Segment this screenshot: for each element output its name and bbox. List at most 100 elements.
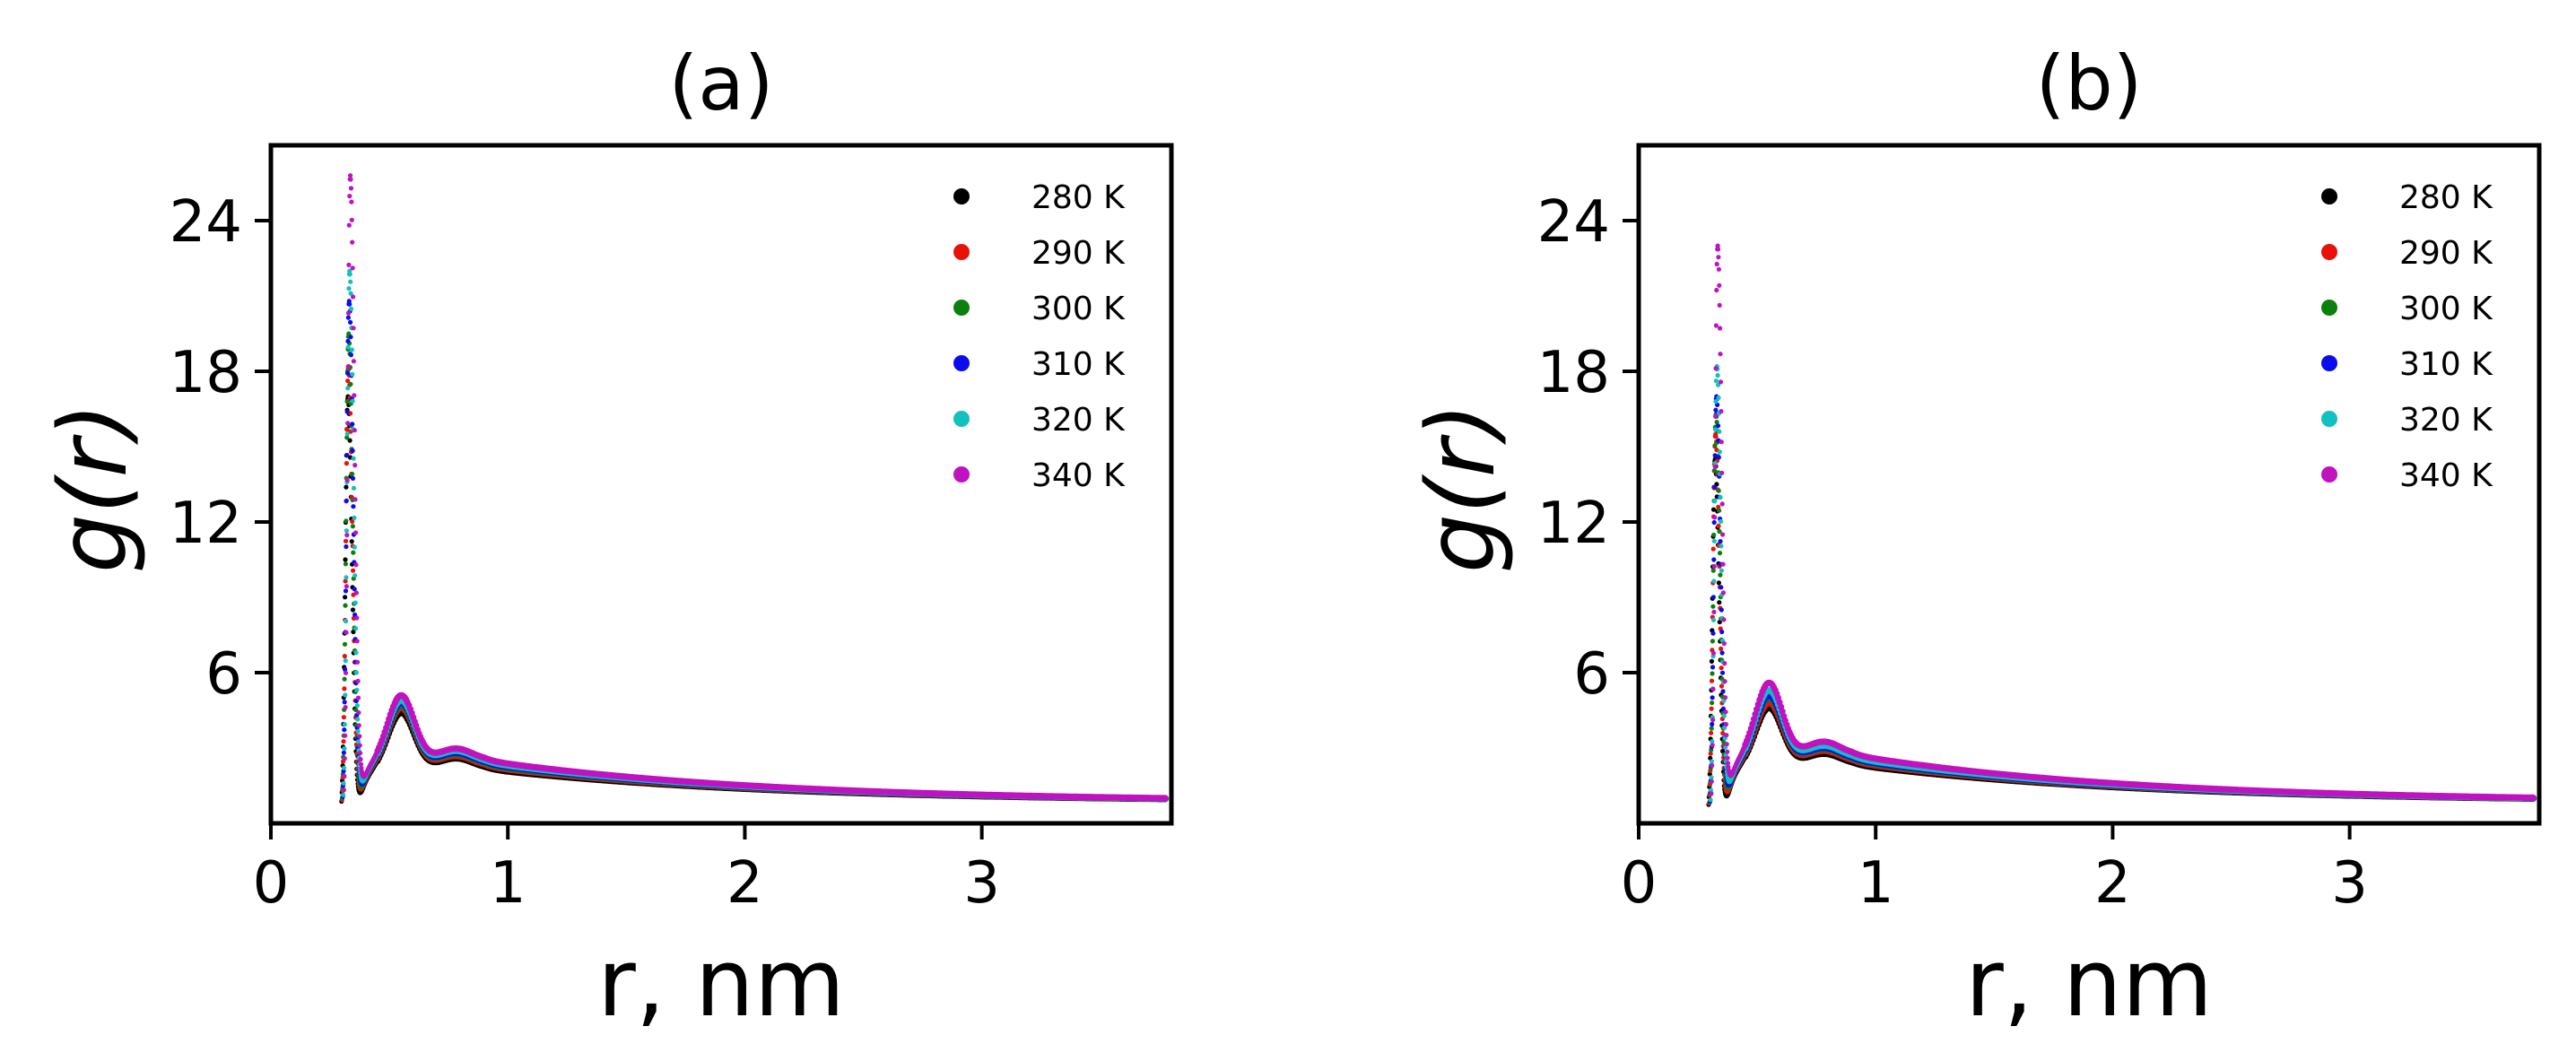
data-point [343,588,349,594]
legend-marker [953,466,970,483]
series-340-k [341,173,1169,802]
data-point [1720,730,1726,736]
y-tick-label: 12 [170,491,242,557]
data-point [344,518,349,524]
data-point [344,484,349,490]
data-point [1709,706,1714,711]
x-axis-label: r, nm [597,928,845,1038]
data-point [346,286,352,291]
plot-frame [268,143,1174,826]
data-point [350,518,355,525]
legend-label: 290 K [1031,235,1126,272]
series-280-k [339,394,1169,804]
data-point [341,792,346,797]
data-point [343,557,348,562]
data-point [348,352,353,358]
data-point [1708,751,1713,756]
data-point [341,715,346,720]
data-point [344,584,349,589]
data-point [355,678,361,684]
data-point [350,265,355,271]
data-point [348,173,353,178]
data-point [348,306,354,311]
data-point [354,639,360,644]
y-tick-label: 6 [1573,641,1610,708]
data-point [351,326,356,331]
data-point [1709,730,1714,735]
data-point [344,619,349,624]
data-point [347,272,352,277]
data-point [348,319,353,325]
data-point [349,199,354,204]
data-point [350,239,355,245]
x-tick-label: 2 [727,850,763,917]
x-tick-label: 1 [1858,850,1894,917]
data-point [350,371,355,377]
data-point [347,438,352,443]
data-point [355,659,361,665]
y-tick-label: 24 [1537,189,1610,256]
y-tick-label: 6 [205,641,242,708]
data-point [344,575,349,580]
data-point [344,477,350,483]
data-point [348,381,353,387]
data-point [343,658,348,664]
data-point [353,626,359,631]
data-point [343,692,348,698]
data-point [356,710,361,716]
data-point [344,431,350,437]
data-point [353,670,359,675]
data-point [357,743,362,748]
data-point [342,654,347,659]
data-point [1710,507,1717,512]
panel-title: (a) [668,39,773,127]
data-point [343,603,348,608]
data-point [355,728,361,735]
data-point [351,359,356,364]
data-point [1716,523,1721,528]
data-point [355,695,361,700]
data-point [1719,665,1724,671]
data-point [358,757,363,762]
data-point [343,733,348,738]
data-point [354,687,360,692]
data-point [349,347,354,352]
data-point [350,422,355,427]
data-point [343,578,348,584]
data-point [350,607,356,613]
data-point [352,544,357,550]
data-point [351,629,356,635]
legend-label: 320 K [1031,402,1126,439]
data-point [352,573,358,578]
data-point [358,761,364,767]
data-point [342,756,347,761]
legend-label: 300 K [1031,291,1126,327]
data-point [342,641,348,647]
data-point [349,217,354,222]
data-point [351,504,356,509]
data-point [343,595,348,600]
data-point [351,568,356,573]
data-point [342,722,347,727]
data-point [342,727,347,733]
data-point [348,291,353,296]
legend-marker [953,244,970,260]
data-point [341,780,346,786]
data-point [1716,504,1721,509]
data-point [352,587,357,592]
data-point [344,498,349,503]
data-point [352,600,358,605]
data-point [345,421,351,426]
data-point [1709,678,1715,683]
data-point [1710,546,1716,552]
data-point [345,386,351,391]
data-point [344,528,349,534]
data-point [350,448,355,454]
data-point [353,590,359,596]
data-point [351,485,357,491]
data-point [358,751,363,756]
legend-label: 340 K [1031,457,1126,494]
data-point [348,335,353,340]
